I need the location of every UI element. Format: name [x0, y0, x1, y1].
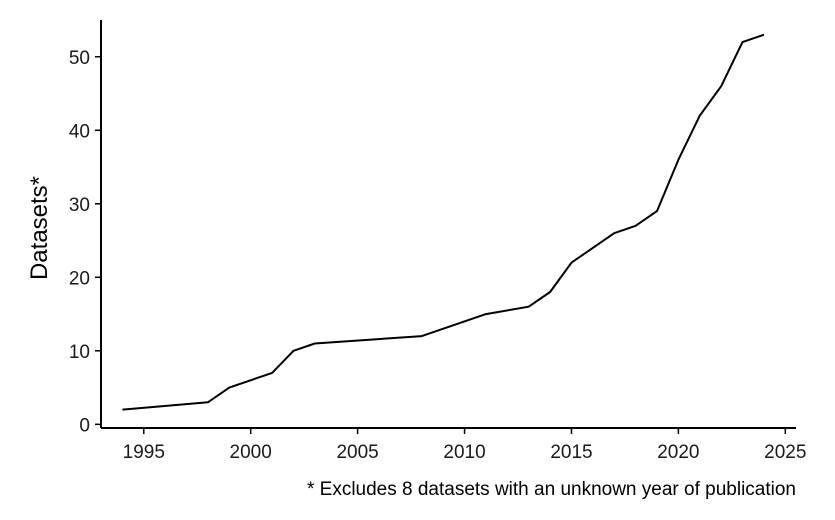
series-layer	[122, 33, 765, 411]
x-tick-label: 2010	[443, 442, 485, 463]
y-tick-label: 20	[69, 268, 90, 289]
y-tick-label: 40	[69, 121, 90, 142]
chart-caption: * Excludes 8 datasets with an unknown ye…	[307, 479, 796, 500]
y-axis-title: Datasets*	[26, 176, 53, 280]
x-tick-label: 2015	[550, 442, 592, 463]
y-tick-label: 0	[79, 415, 90, 436]
x-tick-label: 2005	[336, 442, 378, 463]
y-tick-label: 30	[69, 195, 90, 216]
x-tick-label: 2000	[230, 442, 272, 463]
x-tick-label: 1995	[123, 442, 165, 463]
y-tick-label: 10	[69, 342, 90, 363]
x-tick-label: 2020	[657, 442, 699, 463]
y-tick-label: 50	[69, 48, 90, 69]
axes: 0 10 20 30 40 50 1995 2000 2005 2010 2015 2020 2025	[69, 20, 806, 463]
x-tick-label: 2025	[764, 442, 806, 463]
series-line-0	[122, 33, 765, 411]
